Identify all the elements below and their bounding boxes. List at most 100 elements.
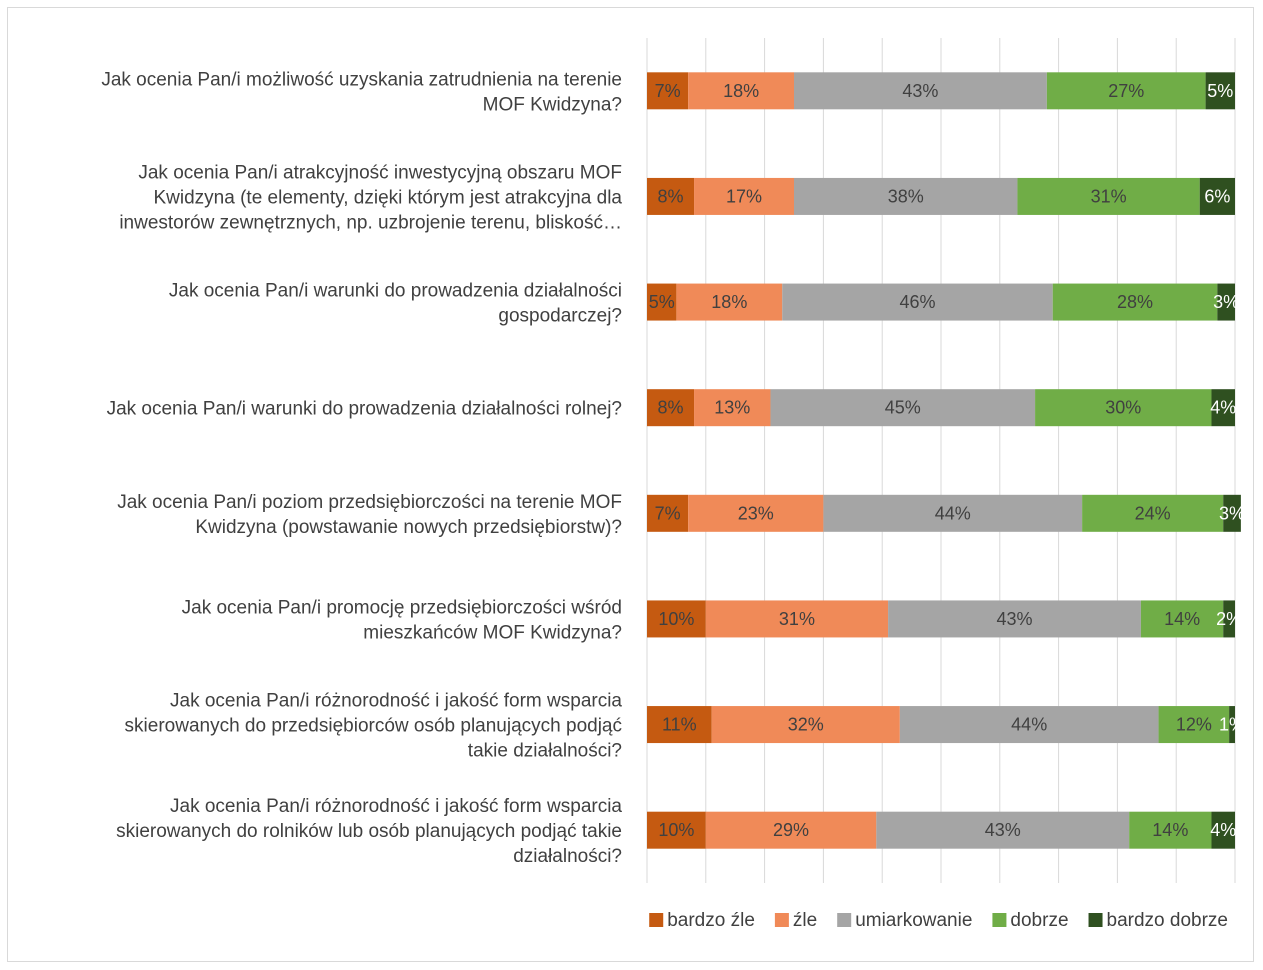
bar-value-label: 12%	[1176, 715, 1212, 735]
bar-segment	[1017, 177, 1200, 215]
legend-label: bardzo dobrze	[1107, 910, 1228, 931]
category-label: Jak ocenia Pan/i promocję przedsiębiorcz…	[182, 597, 622, 643]
grid-lines	[646, 38, 1236, 883]
category-label-line: gospodarczej?	[498, 306, 622, 327]
legend-item: dobrze	[992, 910, 1069, 931]
legend-item: bardzo dobrze	[1088, 910, 1228, 931]
bar-value-label: 46%	[899, 292, 935, 312]
bar-segment	[694, 177, 794, 215]
legend-label: umiarkowanie	[855, 910, 972, 931]
bar-value-label: 29%	[773, 820, 809, 840]
bar-value-label: 24%	[1135, 503, 1171, 523]
bar-segment	[1035, 389, 1212, 427]
bar-value-label: 31%	[1091, 186, 1127, 206]
legend-item: umiarkowanie	[837, 910, 972, 931]
bar-value-label: 6%	[1204, 186, 1230, 206]
bar-segment	[794, 177, 1018, 215]
category-label-line: Jak ocenia Pan/i warunki do prowadzenia …	[169, 281, 622, 302]
bar-value-label: 14%	[1164, 609, 1200, 629]
category-label: Jak ocenia Pan/i warunki do prowadzenia …	[107, 399, 622, 420]
bar-value-label: 23%	[738, 503, 774, 523]
legend: bardzo źle źle umiarkowanie dobrze bardzo do…	[649, 910, 1228, 931]
bar-segment	[1052, 283, 1218, 321]
bar-segment	[899, 706, 1159, 744]
category-label-line: mieszkańców MOF Kwidzyna?	[363, 622, 622, 643]
bar-segment	[1158, 706, 1230, 744]
bar-value-label: 4%	[1210, 398, 1236, 418]
bar-segment	[647, 177, 695, 215]
bar-segment	[1211, 389, 1235, 427]
bar-value-label: 30%	[1105, 398, 1141, 418]
bar-segment	[647, 811, 706, 849]
legend-item: bardzo źle	[649, 910, 755, 931]
bar-value-label: 27%	[1108, 81, 1144, 101]
bar-value-label: 44%	[1011, 715, 1047, 735]
bar-segment	[770, 389, 1036, 427]
bar-value-label: 11%	[662, 715, 697, 735]
legend-swatch	[992, 913, 1007, 927]
legend-label: bardzo źle	[667, 910, 755, 931]
category-label-line: Kwidzyna (powstawanie nowych przedsiębio…	[195, 517, 622, 538]
legend-swatch	[774, 913, 789, 927]
bar-value-label: 2%	[1216, 609, 1242, 629]
bar-segment	[1223, 600, 1235, 638]
bar-value-label: 14%	[1152, 820, 1188, 840]
bar-segment	[676, 283, 783, 321]
bar-segment	[1082, 494, 1224, 532]
category-label-line: inwestorów zewnętrznych, np. uzbrojenie …	[119, 212, 622, 233]
bar-segment	[647, 72, 689, 110]
chart-frame: 7% 18% 43% 27% 5% 8% 17% 38% 31% 6% 5% 18% 46% 28% 3% 8…	[7, 7, 1254, 962]
category-label-line: Jak ocenia Pan/i różnorodność i jakość f…	[170, 796, 622, 817]
category-label-line: skierowanych do rolników lub osób planuj…	[116, 821, 622, 842]
category-label-line: Jak ocenia Pan/i atrakcyjność inwestycyj…	[138, 162, 622, 183]
category-label-line: Jak ocenia Pan/i różnorodność i jakość f…	[170, 691, 622, 712]
bar-value-label: 8%	[658, 398, 684, 418]
bar-segment	[1199, 177, 1235, 215]
category-label-line: Jak ocenia Pan/i warunki do prowadzenia …	[107, 399, 622, 420]
category-label: Jak ocenia Pan/i możliwość uzyskania zat…	[101, 69, 622, 115]
category-label-line: takie działalności?	[468, 741, 622, 762]
bar-value-label: 13%	[714, 398, 750, 418]
bar-value-label: 44%	[935, 503, 971, 523]
category-labels: Jak ocenia Pan/i możliwość uzyskania zat…	[101, 69, 622, 867]
category-label-line: Kwidzyna (te elementy, dzięki którym jes…	[154, 187, 623, 208]
bar-segment	[876, 811, 1130, 849]
bar-segment	[1205, 72, 1235, 110]
category-label: Jak ocenia Pan/i warunki do prowadzenia …	[169, 281, 622, 327]
bar-value-label: 4%	[1210, 820, 1236, 840]
bar-segment	[705, 600, 889, 638]
bar-segment	[794, 72, 1047, 110]
bar-segment	[782, 283, 1053, 321]
bar-value-label: 7%	[655, 81, 681, 101]
bar-segment	[1229, 706, 1235, 744]
bars: 7% 18% 43% 27% 5% 8% 17% 38% 31% 6% 5% 18% 46% 28% 3% 8…	[647, 72, 1245, 849]
bar-value-label: 31%	[779, 609, 815, 629]
legend-label: dobrze	[1010, 910, 1068, 931]
bar-value-label: 43%	[996, 609, 1032, 629]
legend-item: źle	[774, 910, 817, 931]
category-label: Jak ocenia Pan/i atrakcyjność inwestycyj…	[119, 162, 622, 233]
legend-swatch	[837, 913, 852, 927]
bar-value-label: 7%	[655, 503, 681, 523]
bar-value-label: 28%	[1117, 292, 1153, 312]
bar-segment	[647, 494, 689, 532]
category-label: Jak ocenia Pan/i poziom przedsiębiorczoś…	[117, 492, 622, 538]
bar-value-label: 18%	[711, 292, 747, 312]
bar-segment	[1223, 494, 1241, 532]
category-label-line: Jak ocenia Pan/i możliwość uzyskania zat…	[101, 69, 622, 90]
category-label-line: skierowanych do przedsiębiorców osób pla…	[125, 716, 622, 737]
bar-value-label: 17%	[726, 186, 762, 206]
stacked-bar-chart: 7% 18% 43% 27% 5% 8% 17% 38% 31% 6% 5% 18% 46% 28% 3% 8…	[101, 38, 1245, 931]
category-label-line: Jak ocenia Pan/i promocję przedsiębiorcz…	[182, 597, 622, 618]
bar-segment	[688, 494, 824, 532]
bar-value-label: 8%	[658, 186, 684, 206]
bar-segment	[647, 706, 712, 744]
bar-segment	[1046, 72, 1206, 110]
bar-value-label: 38%	[888, 186, 924, 206]
bar-segment	[1217, 283, 1235, 321]
bar-value-label: 3%	[1213, 292, 1239, 312]
category-label-line: MOF Kwidzyna?	[483, 94, 622, 115]
bar-value-label: 45%	[885, 398, 921, 418]
bar-value-label: 43%	[985, 820, 1021, 840]
bar-segment	[705, 811, 877, 849]
